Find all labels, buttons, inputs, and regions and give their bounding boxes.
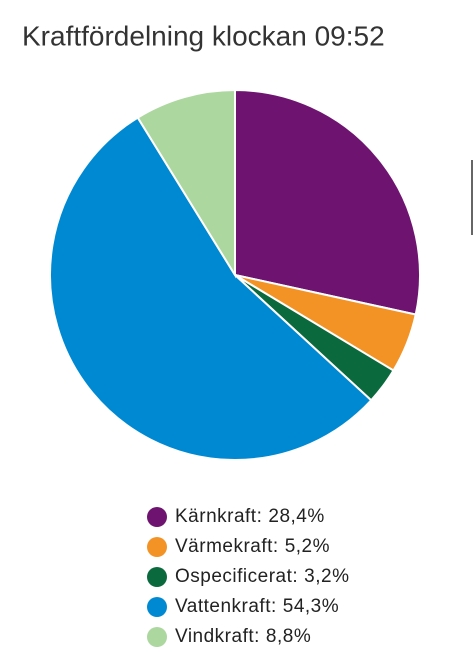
legend-label: Kärnkraft: 28,4% bbox=[175, 506, 325, 527]
chart-title: Kraftfördelning klockan 09:52 bbox=[22, 20, 385, 51]
legend-label: Ospecificerat: 3,2% bbox=[175, 566, 349, 587]
legend-category: Vattenkraft: bbox=[175, 596, 277, 617]
legend-value: 3,2% bbox=[304, 566, 349, 587]
legend-value: 28,4% bbox=[268, 506, 324, 527]
legend-value: 8,8% bbox=[266, 626, 311, 647]
legend-marker bbox=[147, 567, 167, 587]
legend-label: Vattenkraft: 54,3% bbox=[175, 596, 339, 617]
legend-category: Kärnkraft: bbox=[175, 506, 262, 527]
pie-slice bbox=[136, 88, 236, 279]
legend-marker bbox=[147, 597, 167, 617]
legend-marker bbox=[147, 537, 167, 557]
legend-category: Värmekraft: bbox=[175, 536, 279, 557]
legend-label: Vindkraft: 8,8% bbox=[175, 626, 311, 647]
pie-slice bbox=[49, 116, 373, 461]
legend-category: Ospecificerat: bbox=[175, 566, 298, 587]
legend-value: 5,2% bbox=[285, 536, 330, 557]
legend-value: 54,3% bbox=[283, 596, 339, 617]
legend-category: Vindkraft: bbox=[175, 626, 260, 647]
legend-label: Värmekraft: 5,2% bbox=[175, 536, 330, 557]
legend-marker bbox=[147, 627, 167, 647]
pie-slice bbox=[234, 88, 421, 316]
legend-marker bbox=[147, 507, 167, 527]
